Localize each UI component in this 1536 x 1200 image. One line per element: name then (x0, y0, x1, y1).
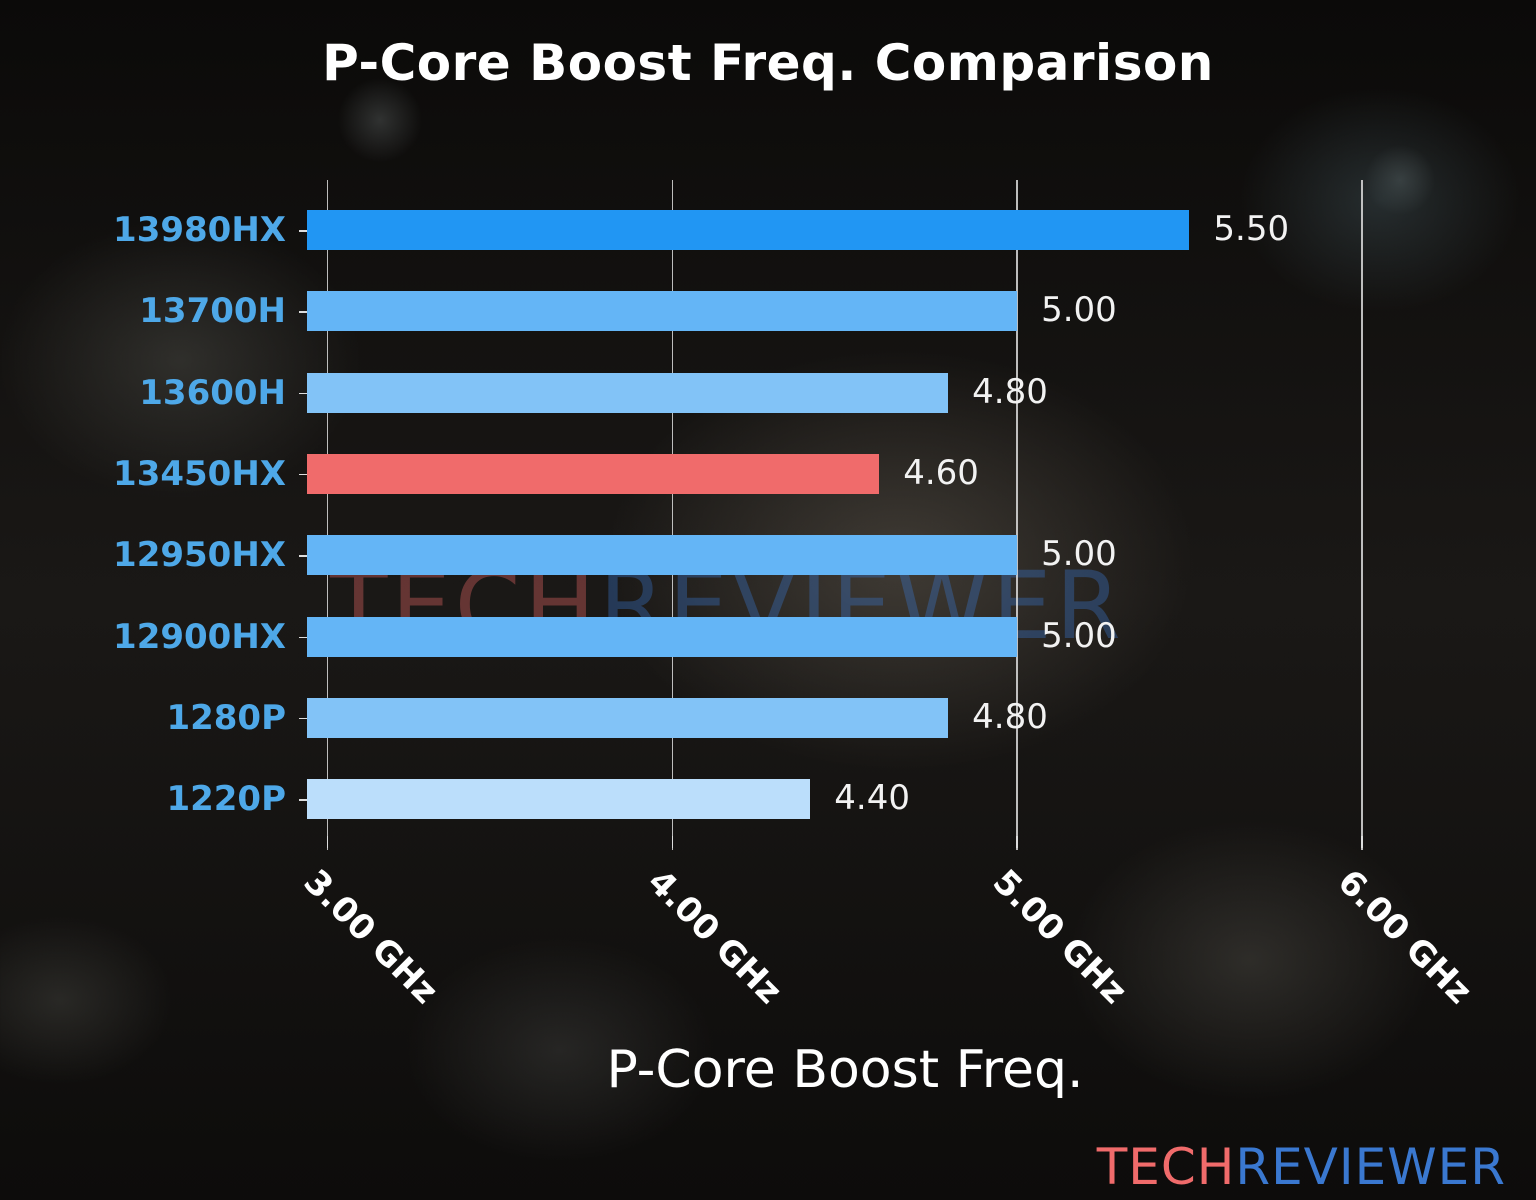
x-tick-mark (1016, 836, 1018, 848)
bar-1280p (307, 697, 949, 738)
logo-part1: TECH (1096, 1138, 1236, 1196)
y-category-label: 12950HX (113, 535, 286, 576)
techreviewer-logo: TECHREVIEWER (1097, 1138, 1506, 1196)
y-tick-mark (299, 392, 307, 395)
y-category-label: 13700H (139, 291, 286, 332)
y-category-label: 13600H (139, 372, 286, 413)
x-tick-label: 4.00 GHz (640, 862, 790, 1012)
y-tick-mark (299, 230, 307, 232)
bar-value-label: 4.40 (834, 778, 910, 819)
y-tick-mark (299, 717, 307, 720)
bar-value-label: 4.80 (972, 696, 1048, 737)
bar-13600h (307, 372, 949, 413)
y-category-label: 1280P (166, 697, 286, 738)
x-tick-label: 5.00 GHz (984, 862, 1135, 1012)
bar-1220p (307, 779, 811, 820)
bar-value-label: 4.80 (972, 371, 1048, 412)
x-tick-label: 3.00 GHz (295, 862, 446, 1012)
bar-13980hx (307, 210, 1190, 250)
gridline (671, 180, 674, 850)
gridline (326, 180, 329, 850)
gridline (1361, 180, 1363, 850)
y-tick-mark (299, 799, 307, 801)
y-tick-mark (299, 555, 307, 557)
bar-12900hx (307, 616, 1018, 657)
x-tick-label: 6.00 GHz (1329, 862, 1480, 1012)
bar-value-label: 5.00 (1041, 290, 1117, 331)
x-tick-mark (1361, 836, 1363, 848)
bar-value-label: 5.50 (1213, 209, 1290, 249)
y-tick-mark (299, 473, 307, 476)
y-category-label: 1220P (166, 779, 286, 820)
x-tick-mark (671, 836, 674, 848)
bar-13450hx (307, 453, 880, 494)
bar-13700h (307, 291, 1018, 332)
y-category-label: 13450HX (113, 453, 286, 494)
y-tick-mark (299, 311, 307, 313)
logo-part2: REVIEWER (1235, 1138, 1506, 1196)
y-category-label: 12900HX (113, 616, 286, 657)
bar-value-label: 4.60 (903, 452, 979, 493)
x-tick-mark (326, 836, 329, 848)
bar-12950hx (307, 535, 1018, 576)
y-tick-mark (299, 636, 307, 638)
bar-value-label: 5.00 (1041, 615, 1117, 656)
bar-value-label: 5.00 (1041, 534, 1117, 575)
gridline (1016, 180, 1018, 850)
y-category-label: 13980HX (113, 210, 286, 250)
chart-title: P-Core Boost Freq. Comparison (322, 34, 1214, 92)
x-axis-title: P-Core Boost Freq. (606, 1040, 1084, 1100)
